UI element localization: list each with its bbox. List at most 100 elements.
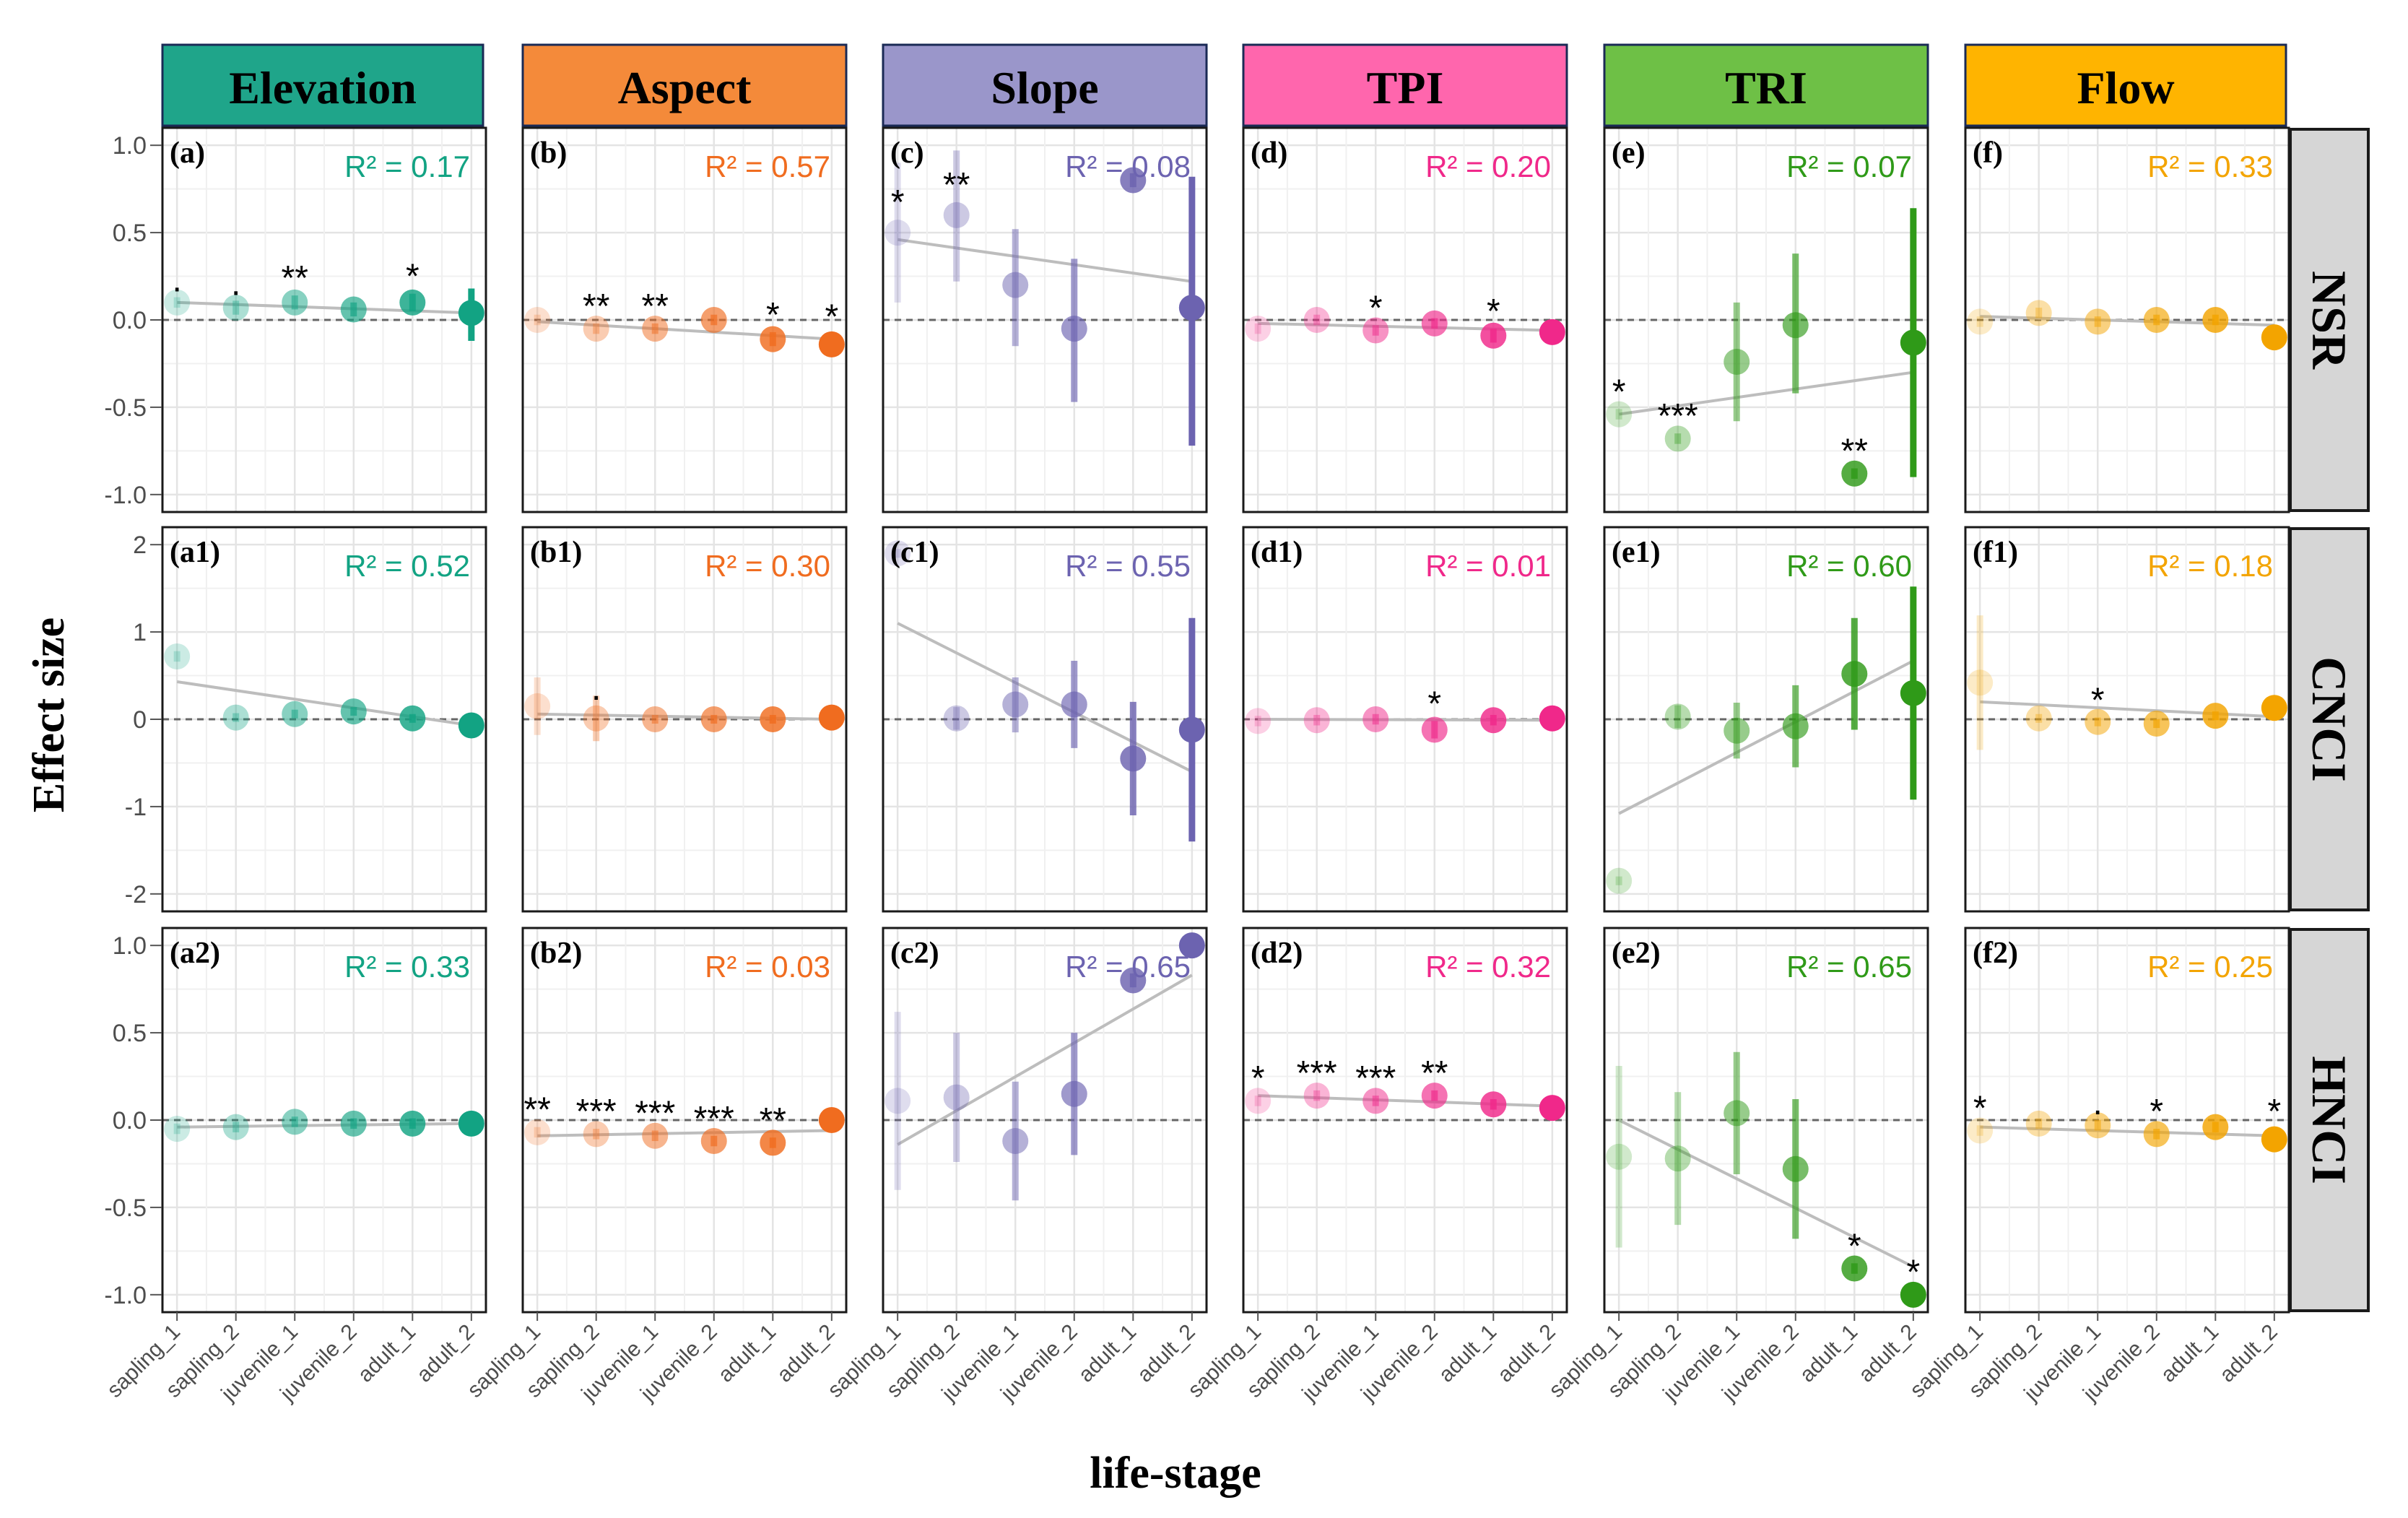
point-juvenile_2: [2143, 1121, 2170, 1148]
strip-label-slope: Slope: [991, 62, 1098, 113]
point-sapling_1: [1606, 867, 1633, 894]
r-squared-label: R² = 0.52: [344, 549, 470, 583]
panel-label: (c): [890, 136, 924, 170]
panel-border: [161, 126, 487, 513]
point-sapling_2: [1664, 1145, 1691, 1172]
point-juvenile_1: [1362, 706, 1389, 732]
point-juvenile_1: [1002, 691, 1029, 718]
panel-border: [882, 526, 1208, 913]
point-adult_1: [760, 326, 786, 352]
point-juvenile_2: [1782, 1155, 1809, 1182]
point-juvenile_2: [700, 1128, 727, 1155]
point-juvenile_2: [700, 706, 727, 732]
point-sapling_2: [583, 316, 609, 342]
point-sapling_1: [884, 1088, 911, 1114]
x-tick-label: adult_1: [1795, 1320, 1862, 1387]
panel-border: [161, 927, 487, 1314]
point-adult_2: [2261, 695, 2287, 721]
r-squared-label: R² = 0.03: [705, 950, 830, 984]
panel-c2: (c2) R² = 0.65: [882, 927, 1208, 1314]
panel-border: [1242, 927, 1568, 1314]
panel-border: [161, 526, 487, 913]
significance-marker: *: [1487, 292, 1500, 331]
point-adult_2: [1178, 932, 1205, 959]
x-tick-label: adult_2: [2215, 1320, 2282, 1387]
point-adult_1: [1841, 460, 1868, 487]
panel-label: (a): [170, 136, 205, 170]
point-sapling_1: [884, 220, 911, 246]
point-juvenile_1: [2085, 1112, 2111, 1139]
significance-marker: *: [766, 296, 780, 334]
panel-label: (a1): [170, 536, 220, 569]
point-juvenile_1: [2085, 708, 2111, 735]
significance-marker: *: [1427, 685, 1441, 723]
significance-marker: *: [1973, 1089, 1987, 1127]
panel-f: (f) R² = 0.33: [1964, 126, 2290, 513]
panel-border: [1603, 526, 1929, 913]
point-juvenile_2: [1421, 1083, 1448, 1109]
significance-marker: *: [1906, 1254, 1920, 1292]
strip-label-tpi: TPI: [1367, 62, 1444, 113]
point-sapling_1: [164, 643, 191, 669]
point-juvenile_2: [340, 698, 367, 725]
point-adult_1: [1120, 167, 1147, 194]
significance-marker: **: [523, 1091, 550, 1129]
point-adult_1: [2202, 1114, 2229, 1140]
strip-label-tri: TRI: [1725, 62, 1807, 113]
significance-marker: *: [2150, 1093, 2163, 1131]
point-sapling_2: [943, 1084, 970, 1111]
point-adult_1: [1480, 707, 1507, 734]
r-squared-label: R² = 0.07: [1786, 149, 1912, 183]
strip-tri: [1603, 43, 1929, 127]
y-tick-label: 0: [133, 706, 147, 734]
point-juvenile_1: [282, 1109, 308, 1135]
significance-marker: **: [642, 287, 669, 326]
point-sapling_2: [222, 295, 249, 321]
r-squared-label: R² = 0.17: [344, 149, 470, 183]
point-sapling_1: [1245, 1088, 1272, 1114]
row-strip-cnci: [2289, 527, 2370, 911]
significance-marker: *: [1612, 373, 1626, 411]
point-adult_1: [2202, 703, 2229, 729]
point-adult_1: [1120, 745, 1147, 772]
panel-f1: * (f1) R² = 0.18: [1964, 526, 2290, 913]
point-adult_2: [458, 1110, 484, 1137]
panel-e1: (e1) R² = 0.60: [1603, 526, 1929, 913]
point-juvenile_2: [700, 307, 727, 333]
panel-border: [1242, 126, 1568, 513]
y-tick-label: -0.5: [104, 394, 147, 422]
panel-d: * * (d) R² = 0.20: [1242, 126, 1568, 513]
panel-b: ** ** * *(b) R² = 0.57: [521, 126, 848, 513]
x-tick-label: adult_2: [1493, 1320, 1560, 1387]
significance-marker: **: [1841, 433, 1868, 471]
panel-label: (e1): [1612, 536, 1661, 569]
significance-marker: *: [891, 183, 905, 222]
panel-label: (b1): [530, 536, 582, 569]
point-adult_2: [1900, 1281, 1926, 1308]
trend-line: [1618, 1119, 1914, 1268]
x-tick-label: adult_2: [1854, 1320, 1921, 1387]
point-sapling_1: [1967, 669, 1994, 696]
row-strip-nsr: [2289, 128, 2370, 512]
panel-label: (d1): [1251, 536, 1303, 569]
strip-label-flow: Flow: [2077, 62, 2174, 113]
panel-d2: * *** *** **(d2) R² = 0.32: [1242, 927, 1568, 1314]
point-juvenile_1: [1724, 1100, 1750, 1127]
significance-marker: ***: [1355, 1059, 1396, 1098]
strip-aspect: [521, 43, 848, 127]
point-adult_2: [1900, 329, 1926, 356]
y-tick-label: 1.0: [113, 932, 147, 960]
y-tick-label: 2: [133, 532, 147, 559]
x-tick-label: adult_1: [1074, 1320, 1141, 1387]
point-adult_2: [1178, 295, 1205, 321]
significance-marker: *: [1848, 1227, 1861, 1265]
point-juvenile_1: [1724, 349, 1750, 376]
panel-label: (b): [530, 136, 567, 170]
x-tick-label: adult_1: [353, 1320, 420, 1387]
y-tick-label: -0.5: [104, 1194, 147, 1222]
r-squared-label: R² = 0.33: [2147, 149, 2273, 183]
point-juvenile_2: [340, 1110, 367, 1137]
point-juvenile_1: [642, 316, 669, 342]
y-tick-label: -1.0: [104, 482, 147, 509]
significance-marker: **: [760, 1101, 786, 1140]
